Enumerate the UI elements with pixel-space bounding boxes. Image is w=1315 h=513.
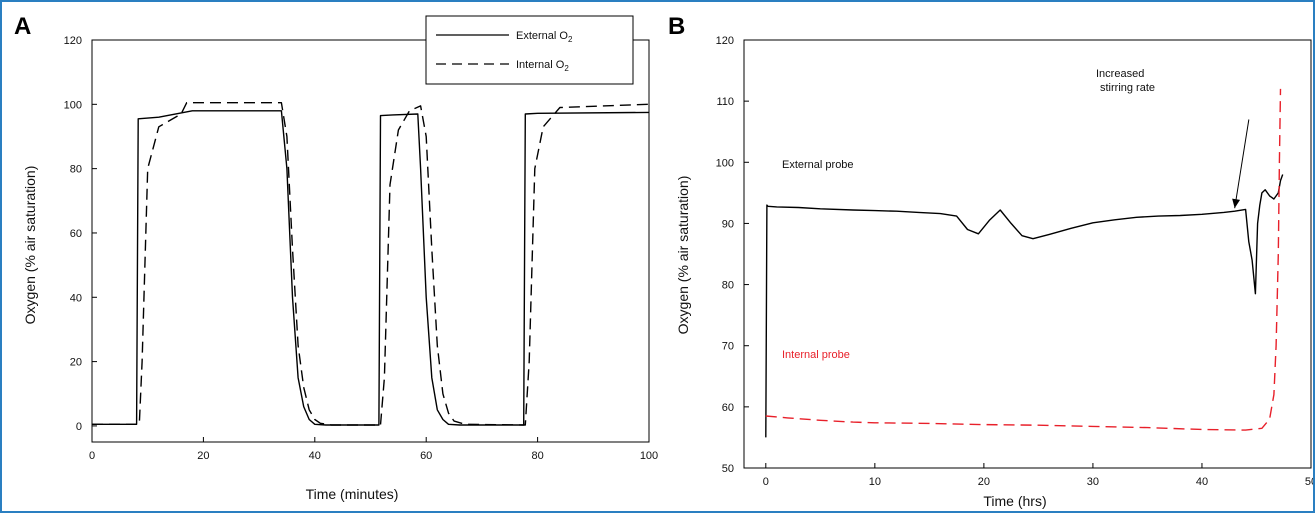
panel-b-y-axis-label: Oxygen (% air saturation) (675, 176, 691, 335)
y-tick-label: 120 (64, 35, 82, 47)
y-tick-label: 70 (722, 341, 734, 353)
panel-b-series (765, 88, 1284, 438)
x-tick-label: 20 (197, 450, 209, 462)
series-internal-o2 (92, 101, 650, 426)
annotation-arrow-head (1232, 198, 1241, 209)
x-tick-label: 30 (1087, 476, 1099, 488)
annotation-arrow-shaft (1234, 119, 1250, 209)
x-tick-label: 100 (640, 450, 658, 462)
y-tick-label: 90 (722, 218, 734, 230)
panel-a: A 0 20 40 60 80 100 120 0 20 40 60 80 100 Time (min… (14, 13, 658, 502)
x-tick-label: 0 (763, 476, 769, 488)
panel-a-letter: A (14, 13, 31, 40)
y-tick-label: 100 (716, 157, 734, 169)
legend-external-label: External O2 (516, 30, 573, 44)
panel-b-plot-area (743, 39, 1312, 469)
y-tick-label: 80 (70, 164, 82, 176)
y-tick-label: 20 (70, 357, 82, 369)
y-tick-label: 100 (64, 99, 82, 111)
x-tick-label: 40 (309, 450, 321, 462)
x-tick-label: 0 (89, 450, 95, 462)
panel-b-x-axis-label: Time (hrs) (983, 493, 1046, 509)
label-external-probe: External probe (782, 159, 854, 171)
x-tick-label: 20 (978, 476, 990, 488)
x-tick-label: 10 (869, 476, 881, 488)
annotation-line-1: Increased (1096, 68, 1144, 80)
panel-a-series (92, 101, 650, 426)
legend-box (425, 15, 634, 85)
x-tick-label: 40 (1196, 476, 1208, 488)
panel-b-y-ticks: 50 60 70 80 90 100 110 120 (716, 35, 749, 475)
y-tick-label: 0 (76, 421, 82, 433)
annotation-line-2: stirring rate (1100, 82, 1155, 94)
panel-b-letter: B (668, 13, 685, 40)
y-tick-label: 60 (70, 228, 82, 240)
x-tick-label: 80 (531, 450, 543, 462)
panel-a-x-axis-label: Time (minutes) (306, 486, 399, 502)
panel-a-plot-area (91, 39, 650, 443)
y-tick-label: 50 (722, 463, 734, 475)
label-internal-probe: Internal probe (782, 349, 850, 361)
y-tick-label: 120 (716, 35, 734, 47)
panel-a-x-ticks: 0 20 40 60 80 100 (89, 437, 658, 462)
panel-a-y-axis-label: Oxygen (% air saturation) (22, 166, 38, 325)
panel-b: B 50 60 70 80 90 100 110 120 0 10 20 30 40 50 Time (… (668, 13, 1313, 509)
legend-internal-label: Internal O2 (516, 59, 569, 73)
y-tick-label: 80 (722, 280, 734, 292)
y-tick-label: 110 (716, 96, 734, 108)
panel-a-y-ticks: 0 20 40 60 80 100 120 (64, 35, 97, 433)
series-external-o2 (92, 110, 650, 426)
x-tick-label: 60 (420, 450, 432, 462)
panel-a-legend: External O2 Internal O2 (425, 15, 634, 85)
series-internal-probe (765, 88, 1282, 431)
y-tick-label: 40 (70, 292, 82, 304)
series-external-probe (765, 174, 1284, 438)
panel-b-x-ticks: 0 10 20 30 40 50 (763, 463, 1313, 488)
y-tick-label: 60 (722, 402, 734, 414)
annotation-arrow (1232, 119, 1250, 209)
x-tick-label: 50 (1305, 476, 1313, 488)
